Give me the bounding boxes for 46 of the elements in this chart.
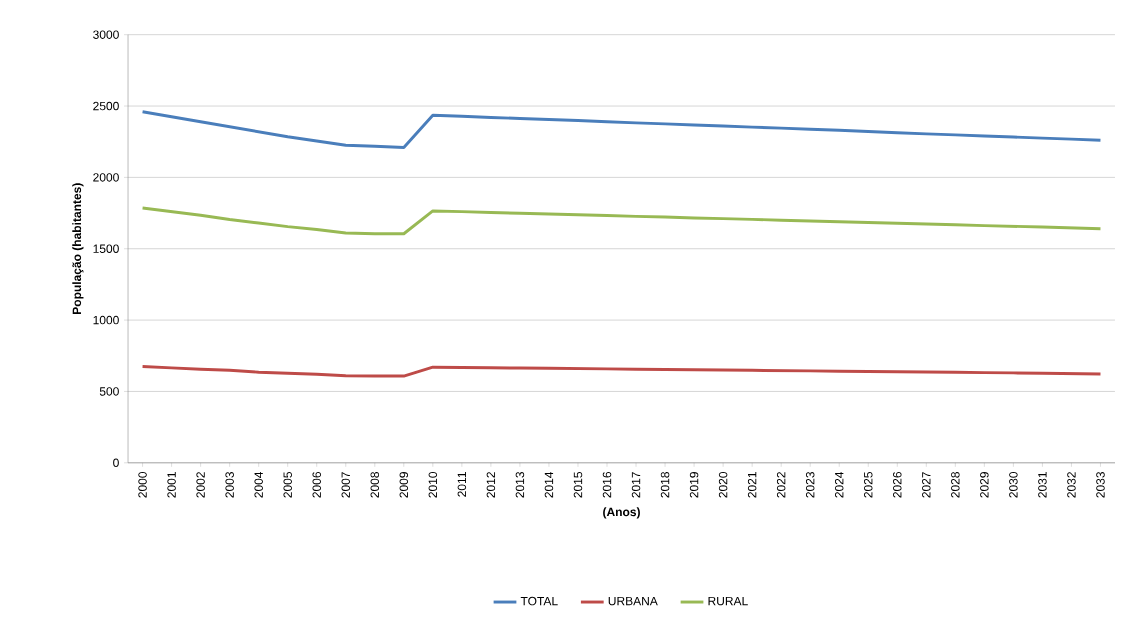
- y-tick-label: 1000: [93, 315, 119, 325]
- x-tick-label: 2027: [922, 472, 931, 498]
- x-tick-label: 2005: [283, 472, 292, 498]
- x-tick-label: 2004: [254, 471, 263, 498]
- y-axis-title: População (habitantes): [72, 183, 84, 315]
- x-tick-label: 2017: [631, 472, 641, 498]
- legend-label: URBANA: [608, 596, 658, 606]
- x-tick-label: 2006: [312, 472, 321, 498]
- y-tick-label: 0: [113, 458, 119, 468]
- y-tick-label: 2500: [93, 101, 119, 111]
- x-tick-label: 2033: [1096, 472, 1105, 498]
- x-tick-label: 2009: [399, 472, 409, 498]
- x-tick-label: 2026: [893, 472, 902, 498]
- x-tick-label: 2030: [1009, 472, 1018, 498]
- x-tick-label: 2015: [573, 472, 583, 498]
- x-tick-label: 2010: [428, 472, 438, 498]
- x-tick-label: 2019: [689, 472, 699, 498]
- legend-label: TOTAL: [520, 596, 558, 606]
- x-tick-label: 2000: [138, 472, 147, 498]
- x-axis-title: (Anos): [603, 507, 640, 519]
- x-tick-label: 2016: [602, 472, 612, 498]
- y-tick-label: 1500: [93, 244, 119, 254]
- x-tick-label: 2002: [196, 472, 205, 498]
- x-tick-label: 2013: [515, 472, 525, 498]
- y-tick-label: 2000: [93, 173, 119, 182]
- x-tick-label: 2028: [951, 472, 960, 498]
- x-tick-label: 2023: [805, 472, 815, 498]
- x-tick-label: 2008: [370, 472, 380, 498]
- x-tick-label: 2031: [1038, 472, 1047, 498]
- y-tick-label: 3000: [93, 30, 119, 40]
- x-tick-label: 2029: [980, 472, 989, 498]
- x-tick-label: 2001: [167, 472, 176, 498]
- x-tick-label: 2022: [776, 472, 786, 498]
- x-tick-label: 2025: [864, 472, 873, 498]
- legend-label: RURAL: [708, 596, 748, 606]
- y-tick-label: 500: [99, 387, 119, 396]
- x-tick-label: 2012: [486, 472, 496, 498]
- x-tick-label: 2007: [341, 472, 351, 498]
- x-tick-label: 2032: [1067, 472, 1076, 498]
- x-tick-label: 2018: [660, 472, 670, 498]
- x-tick-label: 2021: [747, 472, 757, 498]
- x-tick-label: 2014: [544, 471, 554, 498]
- x-tick-label: 2003: [225, 472, 234, 498]
- x-tick-label: 2011: [457, 472, 467, 497]
- x-tick-label: 2020: [718, 472, 728, 498]
- x-tick-label: 2024: [834, 471, 844, 498]
